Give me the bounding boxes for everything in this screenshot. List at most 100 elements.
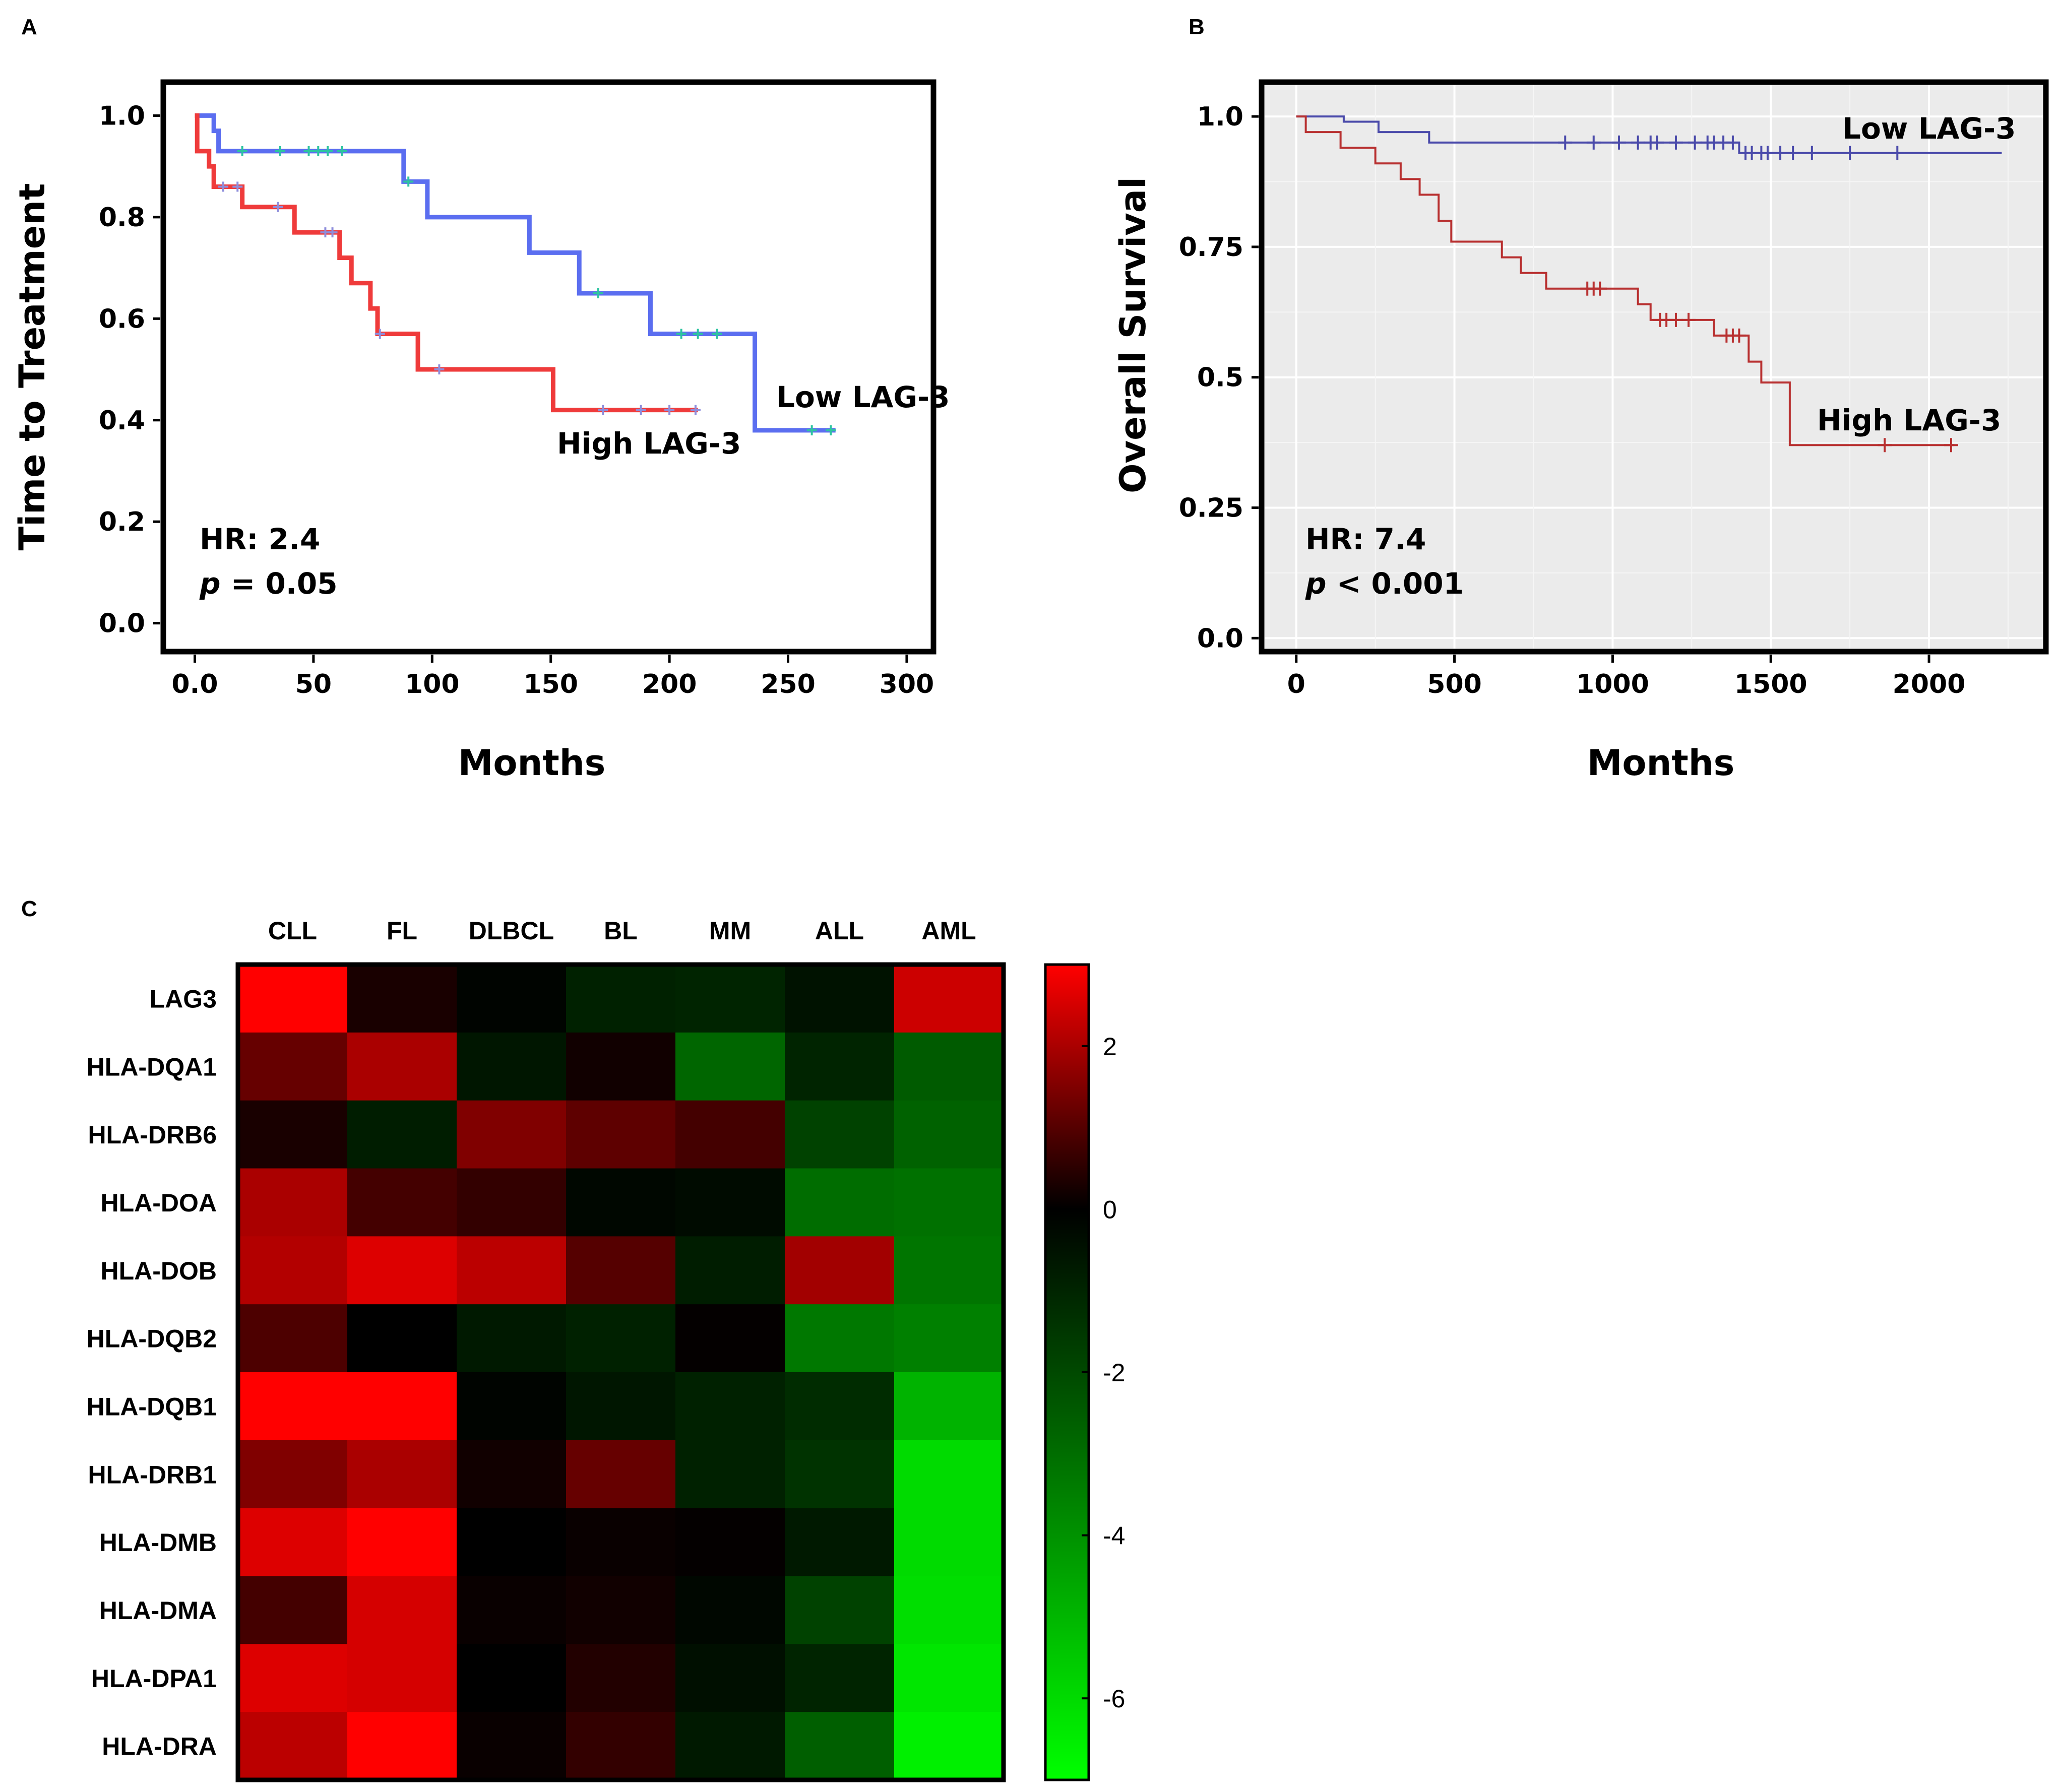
heatmap-row-label: HLA-DOB xyxy=(100,1257,217,1285)
x-tick-label: 200 xyxy=(642,669,697,699)
censor-mark xyxy=(690,405,701,415)
colorbar-tick-label: -6 xyxy=(1103,1685,1125,1713)
censor-mark xyxy=(337,146,347,156)
heatmap-cell xyxy=(894,1712,1004,1780)
km-curve-high-lag-3 xyxy=(195,113,698,413)
heatmap-cell xyxy=(566,1440,676,1509)
panel-a-pvalue: p = 0.05 xyxy=(199,566,338,601)
panel-b-xlabel: Months xyxy=(1587,742,1735,784)
x-tick-label: 300 xyxy=(880,669,934,699)
heatmap-row-label: HLA-DMB xyxy=(99,1528,217,1557)
heatmap-cell xyxy=(238,1576,348,1644)
heatmap-cell xyxy=(894,1168,1004,1237)
panel-b-low-label: Low LAG-3 xyxy=(1842,111,2016,146)
censor-mark xyxy=(327,227,338,238)
panel-a-hr: HR: 2.4 xyxy=(200,522,320,556)
censor-mark xyxy=(1786,146,1800,160)
heatmap-cell xyxy=(566,1644,676,1712)
censor-mark xyxy=(1732,328,1746,343)
heatmap-cell xyxy=(566,1236,676,1305)
y-tick-label: 0.8 xyxy=(99,203,145,233)
censor-mark xyxy=(375,329,385,339)
heatmap-column-label: BL xyxy=(604,917,638,945)
heatmap-cell xyxy=(238,1372,348,1441)
heatmap-cell xyxy=(238,1712,348,1780)
heatmap-cell xyxy=(566,1712,676,1780)
censor-mark xyxy=(676,329,687,339)
heatmap-cell xyxy=(675,1576,785,1644)
heatmap-cell xyxy=(566,1304,676,1373)
censor-mark xyxy=(598,405,608,415)
censor-mark xyxy=(826,425,836,435)
heatmap-cell xyxy=(894,1236,1004,1305)
censor-mark xyxy=(1843,146,1857,160)
heatmap-cell xyxy=(894,1576,1004,1644)
censor-mark xyxy=(1611,135,1626,150)
heatmap-cell xyxy=(347,1236,457,1305)
heatmap-cell xyxy=(566,1372,676,1441)
heatmap-column-label: FL xyxy=(387,917,417,945)
censor-mark xyxy=(1804,146,1819,160)
y-tick-label: 0.2 xyxy=(99,507,145,537)
heatmap-cell xyxy=(238,1644,348,1712)
censor-mark xyxy=(712,329,722,339)
heatmap-cell xyxy=(457,1032,567,1101)
panel-b-pvalue: p < 0.001 xyxy=(1305,566,1464,601)
heatmap-cell xyxy=(238,1032,348,1101)
heatmap-cell xyxy=(238,965,348,1033)
heatmap-cell xyxy=(675,1712,785,1780)
censor-mark xyxy=(1631,135,1645,150)
heatmap-row-label: HLA-DRA xyxy=(102,1733,217,1761)
censor-mark xyxy=(636,405,646,415)
heatmap-cell xyxy=(566,1576,676,1644)
heatmap-cell xyxy=(347,1440,457,1509)
heatmap-cell xyxy=(785,1440,895,1509)
y-tick-label: 0.0 xyxy=(99,609,145,639)
panel-a-p-value: = 0.05 xyxy=(221,566,338,601)
heatmap-column-label: ALL xyxy=(815,917,864,945)
heatmap-cell xyxy=(457,1304,567,1373)
heatmap-cell xyxy=(675,1644,785,1712)
censor-mark xyxy=(237,146,247,156)
x-tick-label: 500 xyxy=(1427,669,1482,699)
heatmap-row-label: HLA-DQB1 xyxy=(87,1392,217,1421)
heatmap-row-label: HLA-DOA xyxy=(100,1189,217,1217)
heatmap-cell xyxy=(675,965,785,1033)
heatmap-cell xyxy=(347,1644,457,1712)
censor-mark xyxy=(1760,146,1775,160)
panel-label-a: A xyxy=(21,15,37,39)
heatmap-cell xyxy=(457,1168,567,1237)
km-curve-low-lag-3 xyxy=(1296,115,2002,154)
heatmap-cell xyxy=(675,1168,785,1237)
heatmap-cell xyxy=(675,1100,785,1169)
censor-mark xyxy=(1668,135,1683,150)
colorbar-tick-label: 0 xyxy=(1103,1195,1117,1224)
heatmap-cell xyxy=(457,1100,567,1169)
heatmap-cell xyxy=(566,965,676,1033)
colorbar-tick-label: -2 xyxy=(1103,1359,1125,1387)
heatmap-cell xyxy=(785,1644,895,1712)
heatmap-cell xyxy=(785,1236,895,1305)
censor-mark xyxy=(218,181,228,192)
heatmap-cell xyxy=(457,1440,567,1509)
y-tick-label: 0.5 xyxy=(1197,363,1243,393)
censor-mark xyxy=(1944,438,1958,453)
x-tick-label: 0 xyxy=(1287,669,1305,699)
heatmap-cell xyxy=(347,1372,457,1441)
heatmap-cell xyxy=(894,1508,1004,1576)
censor-mark xyxy=(232,181,243,192)
x-tick-label: 50 xyxy=(295,669,332,699)
censor-mark xyxy=(275,146,285,156)
heatmap-row-label: HLA-DRB6 xyxy=(88,1121,217,1149)
heatmap-cell xyxy=(675,1508,785,1576)
y-tick-label: 1.0 xyxy=(99,101,145,131)
panel-b-p-symbol: p xyxy=(1305,566,1327,601)
heatmap-cell xyxy=(675,1440,785,1509)
censor-mark xyxy=(664,405,675,415)
heatmap-row-label: HLA-DQA1 xyxy=(87,1053,217,1081)
heatmap-cell xyxy=(457,1236,567,1305)
panel-a-xlabel: Months xyxy=(458,742,606,784)
heatmap-cell xyxy=(785,1304,895,1373)
panel-b-p-value: < 0.001 xyxy=(1327,566,1464,601)
